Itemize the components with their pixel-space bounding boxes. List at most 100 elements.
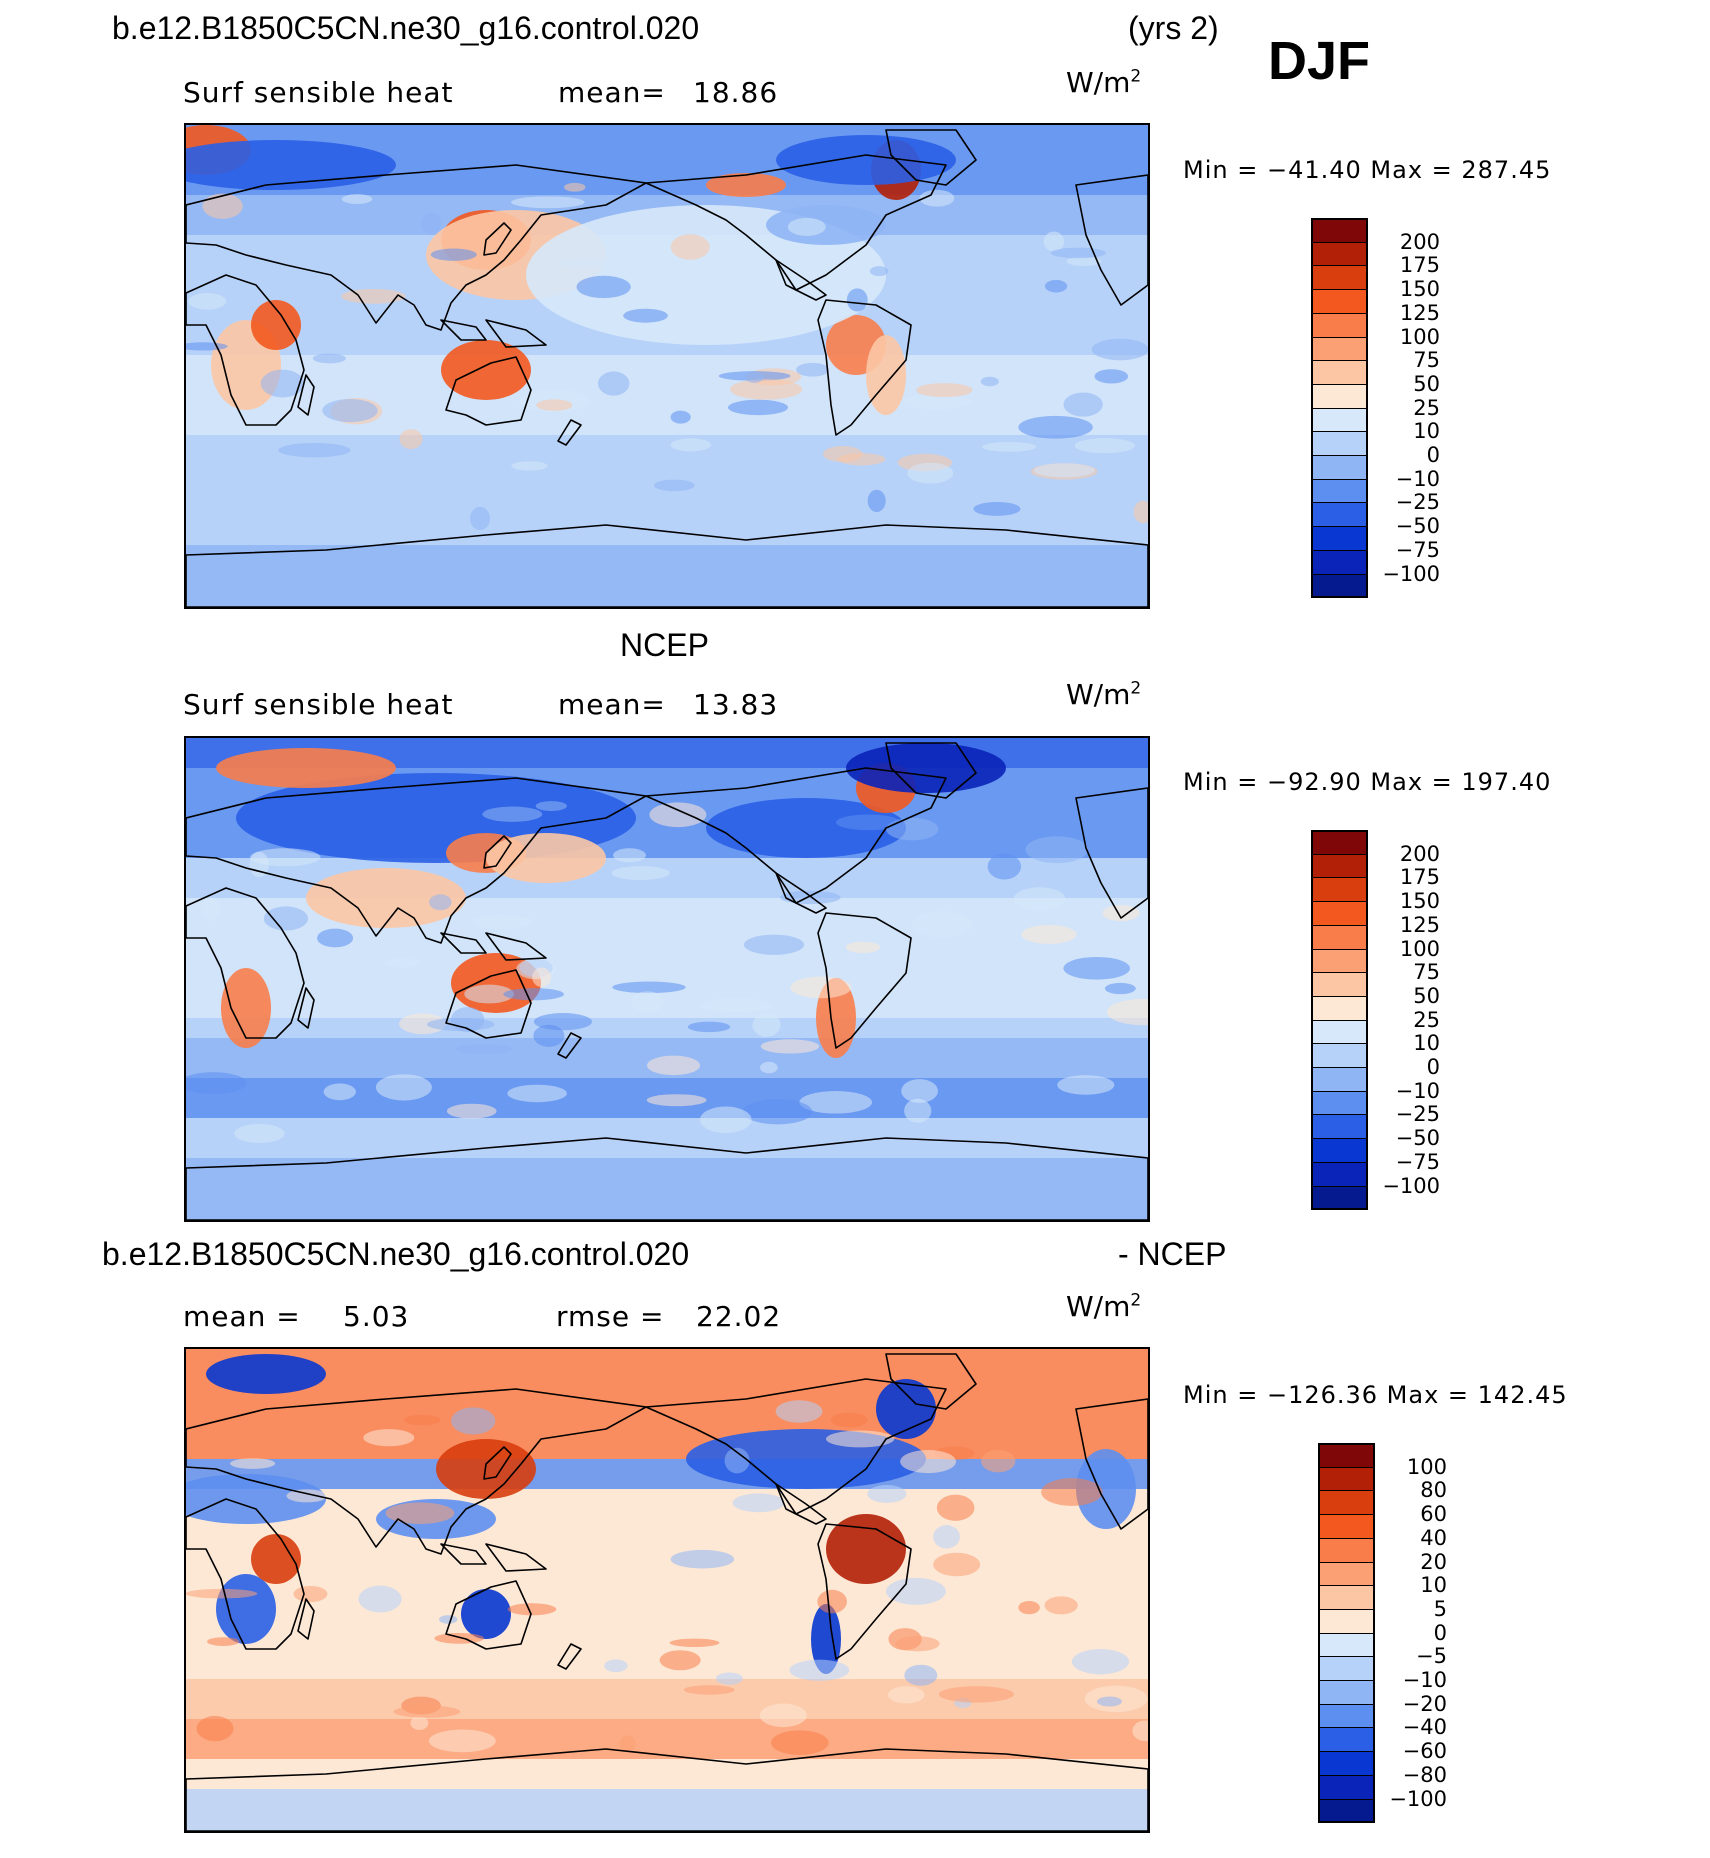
field-contour [312,353,347,364]
colorbar-tick-label: 20 [1420,1549,1447,1574]
field-contour [687,1021,731,1033]
field-contour [363,1429,415,1447]
coastline [445,969,532,1039]
field-contour [622,1588,649,1599]
colorbar-tick-label: −80 [1402,1762,1447,1787]
field-contour [904,1098,932,1123]
field-contour [576,275,631,299]
coastline [557,419,582,446]
field-contour [1018,1600,1040,1615]
coastline [775,1483,827,1525]
colorbar-swatch [1311,853,1368,879]
panel3-mean-label: mean = [183,1300,301,1333]
field-contour [221,968,271,1048]
field-contour [699,1106,752,1133]
field-contour [907,462,954,484]
colorbar-swatch [1318,1585,1375,1610]
field-contour [1044,1596,1078,1615]
field-contour [200,897,221,922]
colorbar-tick-label: 40 [1420,1525,1447,1550]
coastline [186,1388,647,1555]
field-contour [1104,982,1136,995]
colorbar-swatch [1311,241,1368,267]
field-contour [486,833,606,883]
field-band [186,1489,1148,1639]
field-contour [249,851,269,878]
years-label: (yrs 2) [1128,10,1219,46]
field-contour [699,998,774,1013]
colorbar-swatch [1311,995,1368,1021]
field-contour [428,1729,496,1753]
field-contour [973,501,1021,516]
case-title: b.e12.B1850C5CN.ne30_g16.control.020 [112,10,700,46]
coastline [186,1137,1148,1220]
field-contour [759,1703,807,1728]
colorbar-swatch [1311,478,1368,504]
colorbar-swatch [1311,972,1368,997]
field-contour [533,1013,592,1031]
field-contour [482,806,543,822]
field-contour [323,1083,356,1101]
colorbar-swatch [1311,877,1368,903]
colorbar-swatch [1311,455,1368,480]
field-band [186,1789,1148,1831]
colorbar-tick-label: 50 [1413,371,1440,396]
field-contour [230,1458,276,1469]
field-contour [1041,1478,1103,1506]
colorbar-swatch [1311,336,1368,362]
colorbar-tick-label: 10 [1413,419,1440,444]
field-contour [796,362,829,377]
colorbar-swatch [1311,573,1368,599]
colorbar-tick-label: −50 [1395,1126,1440,1151]
field-contour [188,292,227,310]
coastline [297,987,315,1029]
coastline [557,1032,582,1059]
field-contour [867,1485,907,1503]
field-contour [836,814,901,831]
field-contour [461,1589,511,1639]
field-contour [278,443,351,458]
colorbar-swatch [1318,1537,1375,1563]
field-contour [322,398,378,423]
coastline [186,164,647,331]
panel2-min-max: Min = −92.90 Max = 197.40 [1183,768,1552,796]
coastline [817,912,912,1049]
field-contour [787,217,826,236]
field-contour [503,988,564,1001]
colorbar-swatch [1318,1608,1375,1634]
field-contour [936,1494,975,1521]
field-contour [919,189,955,207]
field-contour [216,1574,276,1644]
colorbar-tick-label: 5 [1433,1596,1447,1621]
colorbar-swatch [1311,948,1368,974]
panel2-units: W/m2 [1066,678,1142,711]
colorbar-swatch [1311,1138,1368,1163]
field-contour [1066,256,1102,267]
coastline [483,222,512,256]
colorbar-tick-label: −10 [1395,466,1440,491]
field-contour [980,376,999,387]
field-contour [605,1649,629,1660]
field-contour [846,288,868,312]
colorbar-swatch [1311,830,1368,855]
colorbar-swatch [1311,1161,1368,1187]
field-contour [403,1414,441,1426]
field-contour [532,967,552,988]
field-contour [716,1672,743,1685]
field-contour [385,1502,455,1524]
field-contour [263,906,309,931]
colorbar-swatch [1311,312,1368,338]
coastline [297,374,315,416]
field-band [186,1719,1148,1759]
colorbar-tick-label: 200 [1399,229,1440,254]
colorbar-frame [1311,218,1368,599]
coastline [557,1643,582,1670]
colorbar-swatch [1318,1490,1375,1516]
coastline [1075,787,1148,919]
colorbar-tick-label: −75 [1395,1149,1440,1174]
field-contour [825,1430,895,1448]
field-contour [1021,924,1077,944]
field-contour [306,868,466,928]
field-contour [776,135,956,185]
field-contour [426,1017,495,1031]
